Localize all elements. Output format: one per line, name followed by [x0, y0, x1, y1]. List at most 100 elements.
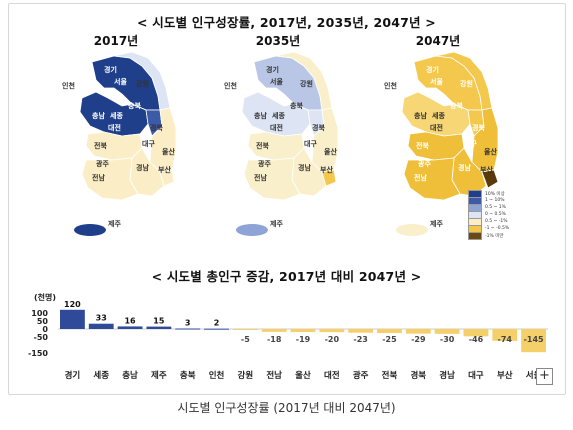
category-label: 경남 — [439, 370, 455, 381]
label-gyeongnam-2035: 경남 — [298, 163, 311, 172]
bar-대전 — [319, 329, 345, 333]
map-year-2035: 2035년 — [255, 34, 301, 48]
label-daejeon: 대전 — [108, 123, 121, 132]
category-label: 제주 — [151, 370, 167, 381]
map-year-2017: 2017년 — [93, 34, 139, 48]
map-2035: 경기 서울 인천 강원 충북 충남 세종 대전 경북 전북 대구 울산 광주 경… — [224, 51, 339, 236]
value-label: 15 — [153, 317, 165, 326]
label-jeju-2035: 제주 — [270, 219, 283, 228]
bar-전남 — [261, 329, 287, 332]
map-2047: 경기 서울 인천 강원 충북 충남 세종 대전 경북 전북 대구 울산 광주 경… — [384, 51, 499, 236]
bar-대구 — [463, 329, 489, 337]
category-label: 경기 — [65, 370, 81, 381]
label-gwangju-2047: 광주 — [418, 159, 431, 168]
label-gyeongbuk: 경북 — [150, 123, 163, 132]
expand-button[interactable]: + — [536, 368, 553, 385]
label-jeonbuk-2047: 전북 — [416, 141, 429, 150]
value-label: -5 — [241, 335, 250, 344]
category-label: 인천 — [209, 370, 225, 381]
label-gwangju: 광주 — [96, 159, 109, 168]
label-jeonnam-2035: 전남 — [254, 173, 267, 182]
y-tick-label: -150 — [28, 349, 48, 358]
category-label: 전북 — [382, 370, 398, 381]
category-label: 전남 — [266, 370, 282, 381]
legend-label: 1 ~ 10% — [485, 198, 505, 203]
label-daegu-2047: 대구 — [464, 139, 477, 148]
value-label: 3 — [185, 319, 191, 328]
label-jeju-2047: 제주 — [430, 219, 443, 228]
label-jeonbuk-2035: 전북 — [256, 141, 269, 150]
label-gyeongbuk-2047: 경북 — [472, 123, 485, 132]
bar-광주 — [348, 329, 374, 333]
label-gangwon: 강원 — [136, 79, 149, 88]
region-jeonnam — [81, 157, 139, 201]
value-label: -46 — [469, 335, 484, 344]
region-jeju — [74, 224, 106, 236]
legend-item: -1% 미만 — [468, 231, 526, 240]
label-jeju: 제주 — [108, 219, 121, 228]
bar-경북 — [405, 329, 431, 334]
label-incheon: 인천 — [62, 81, 75, 90]
label-gyeonggi: 경기 — [104, 65, 117, 74]
label-daegu-2035: 대구 — [304, 139, 317, 148]
region-ulsan — [159, 169, 175, 187]
label-jeonbuk: 전북 — [94, 141, 107, 150]
label-chungnam-2035: 충남 — [254, 111, 267, 120]
label-gyeongnam: 경남 — [136, 163, 149, 172]
value-label: -20 — [325, 335, 340, 344]
label-sejong-2047: 세종 — [432, 111, 445, 120]
legend-label: 10% 이상 — [485, 191, 505, 197]
label-sejong-2035: 세종 — [272, 111, 285, 120]
label-ulsan-2035: 울산 — [324, 147, 337, 156]
label-jeonnam: 전남 — [92, 173, 105, 182]
label-seoul-2035: 서울 — [270, 77, 283, 86]
value-label: 33 — [96, 314, 107, 323]
category-label: 부산 — [497, 370, 513, 381]
value-label: -145 — [524, 335, 544, 344]
label-jeonnam-2047: 전남 — [414, 173, 427, 182]
value-label: -25 — [382, 335, 397, 344]
label-gyeonggi-2035: 경기 — [266, 65, 279, 74]
label-chungnam-2047: 충남 — [414, 111, 427, 120]
value-label: -18 — [267, 335, 282, 344]
label-ulsan-2047: 울산 — [484, 147, 497, 156]
legend-label: 0.5 ~ 1% — [485, 205, 506, 210]
bar-전북 — [377, 329, 402, 333]
bar-인천 — [204, 328, 229, 330]
label-sejong: 세종 — [110, 111, 123, 120]
label-busan-2047: 부산 — [480, 165, 493, 174]
label-gangwon-2035: 강원 — [300, 79, 313, 88]
bar-경남 — [434, 329, 460, 334]
value-label: 16 — [124, 316, 136, 325]
y-tick-label: 0 — [42, 325, 48, 334]
legend-label: -1% 미만 — [485, 233, 504, 239]
category-label: 서울 — [526, 370, 542, 381]
category-label: 강원 — [238, 370, 254, 381]
bar-세종 — [88, 323, 114, 329]
figure-caption: 시도별 인구성장률 (2017년 대비 2047년) — [177, 401, 396, 415]
label-seoul-2047: 서울 — [430, 77, 443, 86]
value-label: -74 — [498, 335, 513, 344]
category-label: 광주 — [353, 370, 369, 381]
legend-label: 0.5 ~ -1% — [485, 219, 508, 224]
bar-경기 — [60, 309, 85, 329]
label-chungbuk-2035: 충북 — [290, 101, 303, 110]
y-tick-label: 50 — [37, 317, 49, 326]
map-2017: 경기 서울 인천 강원 충북 충남 세종 대전 경북 전북 대구 울산 광주 경… — [62, 51, 177, 236]
value-label: 2 — [214, 319, 220, 328]
y-tick-label: 100 — [31, 309, 48, 318]
label-gwangju-2035: 광주 — [258, 159, 271, 168]
bar-부산 — [492, 329, 518, 341]
label-incheon-2047: 인천 — [384, 81, 397, 90]
label-gangwon-2047: 강원 — [460, 79, 473, 88]
bar-서울 — [521, 329, 546, 353]
label-daejeon-2047: 대전 — [430, 123, 443, 132]
map-legend: 10% 이상 1 ~ 10% 0.5 ~ 1% 0 ~ 0.5% 0.5 ~ -1% -1… — [468, 189, 526, 240]
category-label: 충남 — [122, 370, 138, 381]
category-label: 울산 — [295, 370, 311, 381]
y-tick-label: -50 — [34, 333, 49, 342]
label-daejeon-2035: 대전 — [270, 123, 283, 132]
legend-label: -1 ~ -0.5% — [485, 226, 510, 231]
bar-제주 — [146, 326, 172, 329]
